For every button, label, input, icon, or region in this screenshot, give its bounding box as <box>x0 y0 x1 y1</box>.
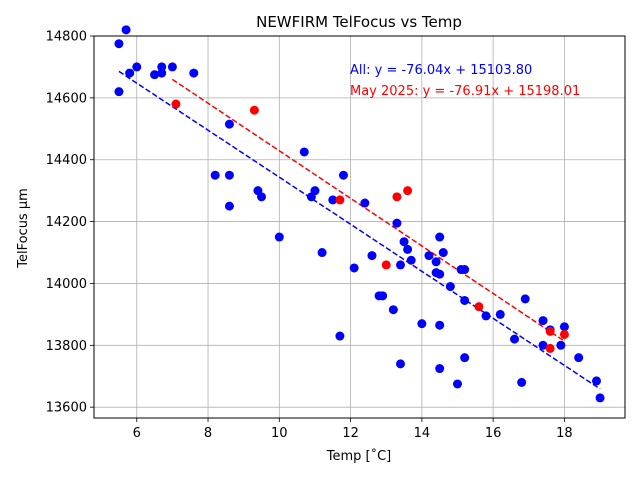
data-points <box>114 25 605 403</box>
data-point-may <box>171 99 181 109</box>
data-point-all <box>392 218 402 228</box>
data-point-all <box>510 334 520 344</box>
data-point-all <box>595 393 605 403</box>
data-point-all <box>328 195 338 205</box>
data-point-all <box>460 353 470 363</box>
y-tick-label: 14600 <box>46 91 87 106</box>
x-tick-label: 14 <box>414 426 431 441</box>
fit-line-may <box>171 78 565 342</box>
x-tick-label: 10 <box>271 426 288 441</box>
data-point-may <box>474 302 484 312</box>
fit-line-all <box>118 70 601 390</box>
data-point-all <box>424 251 434 261</box>
x-tick-label: 12 <box>342 426 359 441</box>
x-tick-label: 8 <box>204 426 212 441</box>
y-tick-label: 14400 <box>46 153 87 168</box>
y-tick-label: 13600 <box>46 401 87 416</box>
y-tick-label: 14800 <box>46 30 87 45</box>
data-point-all <box>114 87 124 97</box>
data-point-all <box>274 232 284 242</box>
data-point-may <box>559 329 569 339</box>
fit-lines <box>118 70 601 390</box>
data-point-all <box>399 237 409 247</box>
data-point-all <box>157 68 167 78</box>
data-point-may <box>392 192 402 202</box>
data-point-all <box>406 255 416 265</box>
x-tick-label: 16 <box>485 426 502 441</box>
data-point-all <box>157 62 167 72</box>
fit-annotation-may: May 2025: y = -76.91x + 15198.01 <box>350 84 580 99</box>
data-point-all <box>310 186 320 196</box>
data-point-all <box>538 340 548 350</box>
data-point-all <box>335 331 345 341</box>
data-point-all <box>299 147 309 157</box>
data-point-may <box>403 186 413 196</box>
data-point-all <box>460 295 470 305</box>
data-point-all <box>403 244 413 254</box>
data-point-all <box>445 282 455 292</box>
data-point-all <box>481 311 491 321</box>
chart-title: NEWFIRM TelFocus vs Temp <box>256 13 462 31</box>
data-point-all <box>189 68 199 78</box>
data-point-all <box>435 269 445 279</box>
data-point-all <box>367 251 377 261</box>
data-point-all <box>224 119 234 129</box>
data-point-all <box>395 359 405 369</box>
data-point-all <box>517 377 527 387</box>
data-point-all <box>538 316 548 326</box>
data-point-all <box>417 319 427 329</box>
data-point-all <box>520 294 530 304</box>
data-point-all <box>349 263 359 273</box>
data-point-may <box>545 326 555 336</box>
data-point-all <box>210 170 220 180</box>
data-point-may <box>335 195 345 205</box>
data-point-all <box>388 305 398 315</box>
data-point-all <box>167 62 177 72</box>
axis-ticks: 6 8 10 12 14 16 18 13600 13800 14000 14200 14400 146… <box>46 30 573 442</box>
data-point-all <box>453 379 463 389</box>
data-point-all <box>224 170 234 180</box>
data-point-all <box>114 39 124 49</box>
data-point-all <box>150 70 160 80</box>
data-point-all <box>495 309 505 319</box>
data-point-all <box>224 201 234 211</box>
data-point-all <box>431 257 441 267</box>
data-point-all <box>132 62 142 72</box>
data-point-all <box>438 248 448 258</box>
data-point-all <box>395 260 405 270</box>
x-tick-label: 6 <box>133 426 141 441</box>
y-tick-label: 14000 <box>46 277 87 292</box>
data-point-all <box>574 353 584 363</box>
data-point-all <box>317 248 327 258</box>
data-point-all <box>435 320 445 330</box>
y-axis-label: TelFocus μm <box>16 188 31 269</box>
data-point-all <box>559 322 569 332</box>
x-axis-label: Temp [˚C] <box>326 448 392 464</box>
y-tick-label: 14200 <box>46 215 87 230</box>
data-point-all <box>360 198 370 208</box>
data-point-all <box>460 265 470 275</box>
data-point-may <box>381 260 391 270</box>
data-point-all <box>556 340 566 350</box>
data-point-all <box>256 192 266 202</box>
data-point-all <box>435 232 445 242</box>
data-point-all <box>338 170 348 180</box>
data-point-all <box>125 68 135 78</box>
y-tick-label: 13800 <box>46 339 87 354</box>
fit-annotation-all: All: y = -76.04x + 15103.80 <box>350 63 532 78</box>
data-point-all <box>121 25 131 35</box>
data-point-all <box>591 376 601 386</box>
x-tick-label: 18 <box>556 426 573 441</box>
data-point-may <box>545 343 555 353</box>
data-point-all <box>378 291 388 301</box>
plot-area <box>93 35 626 419</box>
data-point-may <box>249 105 259 115</box>
data-point-all <box>435 364 445 374</box>
